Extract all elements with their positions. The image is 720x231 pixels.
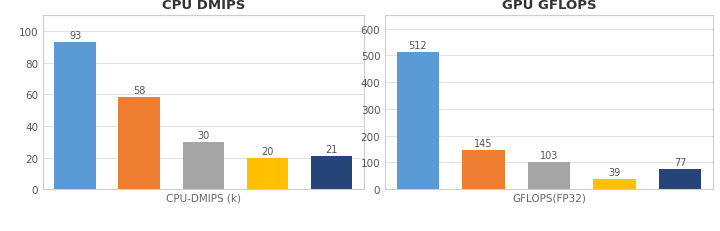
Text: 145: 145: [474, 139, 492, 149]
Legend: RK3588, RK3576, RK3399, RK3568, RK3288: RK3588, RK3576, RK3399, RK3568, RK3288: [429, 228, 669, 231]
Bar: [247, 158, 288, 189]
Text: 39: 39: [608, 167, 621, 177]
Text: 512: 512: [409, 41, 427, 51]
Bar: [119, 98, 160, 189]
Title: GPU GFLOPS: GPU GFLOPS: [502, 0, 596, 12]
Bar: [593, 179, 636, 189]
Bar: [183, 142, 224, 189]
Bar: [397, 53, 439, 189]
X-axis label: GFLOPS(FP32): GFLOPS(FP32): [512, 192, 586, 202]
Text: 58: 58: [133, 86, 145, 96]
Text: 30: 30: [197, 130, 210, 140]
Bar: [311, 156, 352, 189]
Title: CPU DMIPS: CPU DMIPS: [162, 0, 245, 12]
X-axis label: CPU-DMIPS (k): CPU-DMIPS (k): [166, 192, 241, 202]
Legend: RK3588, RK3576, RK3399, RK3568, RK3288: RK3588, RK3576, RK3399, RK3568, RK3288: [84, 228, 323, 231]
Text: 93: 93: [69, 31, 81, 41]
Text: 77: 77: [674, 157, 686, 167]
Bar: [659, 169, 701, 189]
Text: 103: 103: [540, 150, 558, 160]
Text: 20: 20: [261, 146, 274, 156]
Bar: [528, 162, 570, 189]
Bar: [462, 151, 505, 189]
Text: 21: 21: [325, 144, 338, 154]
Bar: [55, 43, 96, 189]
